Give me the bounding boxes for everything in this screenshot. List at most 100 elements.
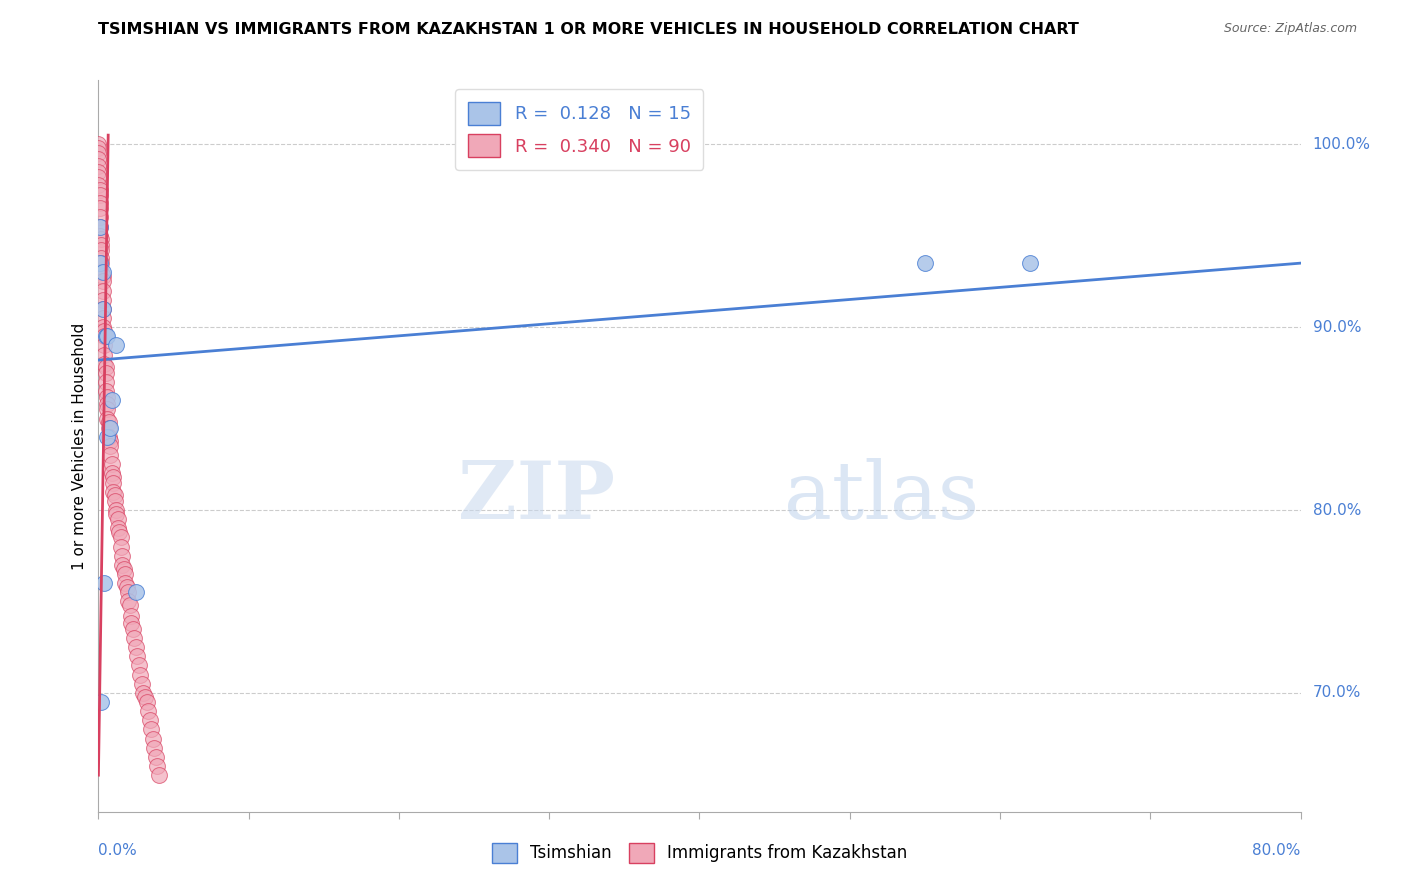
Point bbox=[89, 201, 111, 215]
Point bbox=[1019, 256, 1042, 270]
Point bbox=[111, 549, 134, 563]
Text: ZIP: ZIP bbox=[458, 458, 616, 536]
Text: TSIMSHIAN VS IMMIGRANTS FROM KAZAKHSTAN 1 OR MORE VEHICLES IN HOUSEHOLD CORRELAT: TSIMSHIAN VS IMMIGRANTS FROM KAZAKHSTAN … bbox=[98, 22, 1080, 37]
Point bbox=[125, 585, 148, 599]
Point bbox=[101, 458, 124, 472]
Point bbox=[89, 195, 111, 210]
Point bbox=[100, 420, 122, 434]
Point bbox=[89, 256, 111, 270]
Point bbox=[87, 164, 110, 178]
Point bbox=[91, 284, 114, 298]
Point bbox=[93, 329, 115, 343]
Point bbox=[105, 338, 128, 352]
Point bbox=[103, 475, 125, 490]
Point bbox=[136, 704, 159, 718]
Point bbox=[914, 256, 936, 270]
Text: Source: ZipAtlas.com: Source: ZipAtlas.com bbox=[1223, 22, 1357, 36]
Point bbox=[93, 347, 115, 362]
Point bbox=[107, 512, 129, 526]
Text: 70.0%: 70.0% bbox=[1313, 685, 1361, 700]
Point bbox=[103, 484, 125, 499]
Point bbox=[107, 521, 129, 535]
Point bbox=[93, 324, 115, 338]
Point bbox=[127, 649, 149, 664]
Point bbox=[90, 244, 112, 258]
Point bbox=[101, 467, 124, 481]
Point bbox=[141, 731, 163, 746]
Point bbox=[132, 686, 155, 700]
Point bbox=[89, 219, 111, 234]
Point bbox=[94, 366, 117, 380]
Point bbox=[91, 265, 114, 279]
Point bbox=[124, 631, 146, 645]
Point bbox=[96, 411, 118, 425]
Point bbox=[118, 598, 141, 612]
Point bbox=[100, 434, 122, 448]
Text: 90.0%: 90.0% bbox=[1313, 319, 1361, 334]
Point bbox=[108, 524, 131, 539]
Point bbox=[129, 667, 152, 681]
Point bbox=[89, 211, 111, 225]
Point bbox=[105, 507, 128, 521]
Point bbox=[97, 420, 120, 434]
Point bbox=[87, 152, 110, 166]
Point bbox=[87, 146, 110, 161]
Point bbox=[111, 558, 134, 572]
Point bbox=[100, 439, 122, 453]
Point bbox=[87, 141, 110, 155]
Point bbox=[114, 576, 136, 591]
Point bbox=[91, 310, 114, 325]
Point bbox=[89, 188, 111, 202]
Point bbox=[97, 430, 120, 444]
Point bbox=[104, 493, 127, 508]
Point bbox=[117, 594, 139, 608]
Text: 80.0%: 80.0% bbox=[1253, 843, 1301, 858]
Point bbox=[145, 749, 167, 764]
Point bbox=[138, 714, 160, 728]
Point bbox=[90, 238, 112, 252]
Point bbox=[96, 430, 118, 444]
Point bbox=[93, 576, 115, 591]
Legend: Tsimshian, Immigrants from Kazakhstan: Tsimshian, Immigrants from Kazakhstan bbox=[485, 837, 914, 869]
Point bbox=[91, 320, 114, 334]
Point bbox=[90, 256, 112, 270]
Point bbox=[90, 695, 112, 709]
Point bbox=[134, 690, 156, 704]
Point bbox=[146, 759, 169, 773]
Point bbox=[89, 219, 111, 234]
Point bbox=[143, 740, 166, 755]
Point bbox=[89, 228, 111, 243]
Point bbox=[125, 640, 148, 655]
Point bbox=[96, 397, 118, 411]
Point bbox=[110, 540, 132, 554]
Point bbox=[89, 183, 111, 197]
Point bbox=[135, 695, 157, 709]
Point bbox=[112, 561, 135, 575]
Point bbox=[93, 357, 115, 371]
Point bbox=[115, 580, 138, 594]
Point bbox=[97, 415, 120, 429]
Point bbox=[87, 137, 110, 152]
Text: 0.0%: 0.0% bbox=[98, 843, 138, 858]
Point bbox=[87, 159, 110, 173]
Point bbox=[114, 567, 136, 582]
Point bbox=[117, 585, 139, 599]
Point bbox=[94, 329, 117, 343]
Point bbox=[128, 658, 150, 673]
Point bbox=[91, 301, 114, 316]
Text: atlas: atlas bbox=[783, 458, 979, 536]
Point bbox=[90, 232, 112, 246]
Point bbox=[121, 609, 143, 624]
Point bbox=[91, 301, 114, 316]
Point bbox=[90, 251, 112, 265]
Point bbox=[87, 170, 110, 185]
Point bbox=[105, 503, 128, 517]
Point bbox=[103, 470, 125, 484]
Point bbox=[96, 402, 118, 417]
Point bbox=[91, 274, 114, 288]
Point bbox=[90, 265, 112, 279]
Point bbox=[96, 329, 118, 343]
Point bbox=[93, 338, 115, 352]
Point bbox=[139, 723, 162, 737]
Point bbox=[122, 622, 145, 636]
